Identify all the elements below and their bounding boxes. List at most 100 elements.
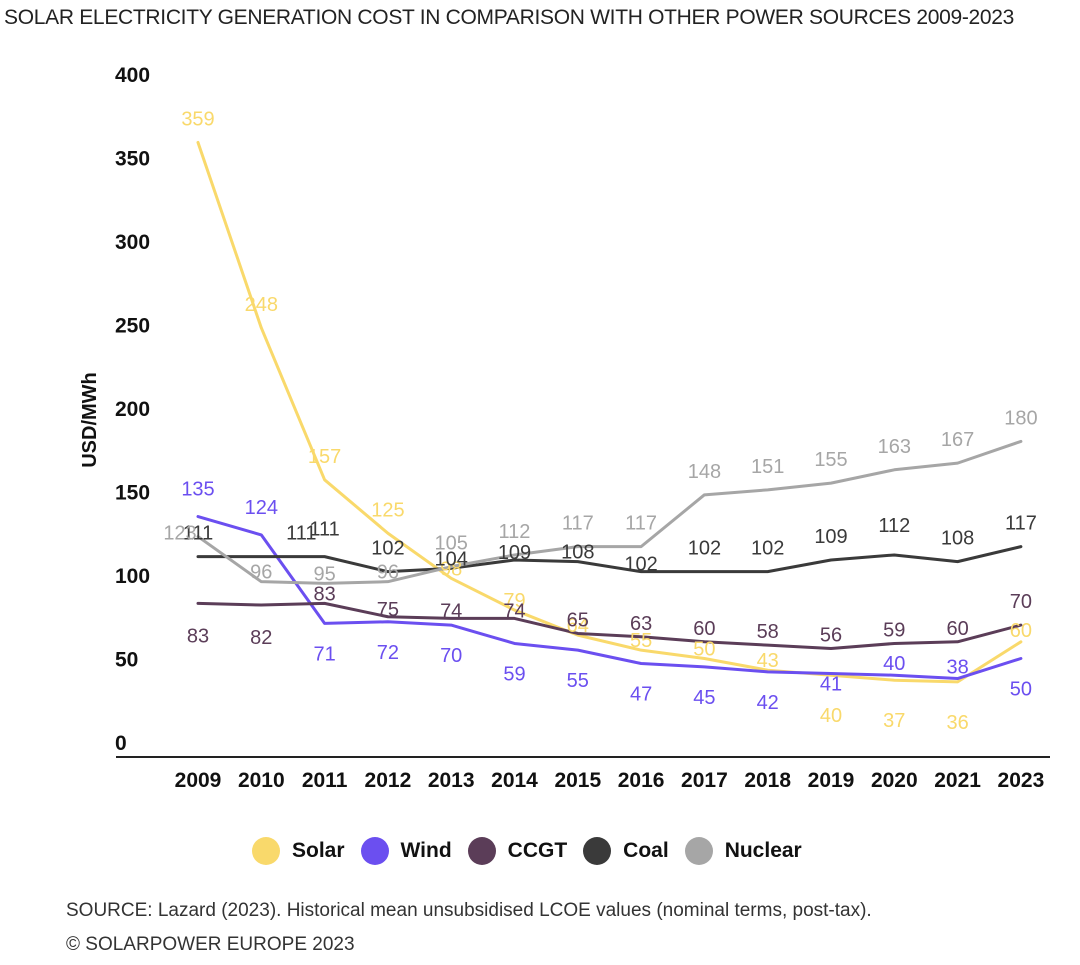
line-chart: 0 50 100 150 200 250 300 350 400 2009 2010 2011 201… xyxy=(79,64,1050,792)
data-label-wind: 135 xyxy=(181,479,214,501)
data-label-ccgt: 70 xyxy=(1010,591,1032,613)
x-tick-label: 2010 xyxy=(238,769,285,792)
data-label-wind: 50 xyxy=(1010,679,1032,701)
y-tick-label: 350 xyxy=(115,148,150,171)
data-label-wind: 41 xyxy=(820,674,842,696)
legend-label: Solar xyxy=(292,839,345,862)
x-axis-ticks: 2009 2010 2011 2012 2013 2014 2015 2016 2017 2018… xyxy=(175,769,1045,792)
data-label-solar: 157 xyxy=(308,446,341,468)
data-label-solar: 60 xyxy=(1010,620,1032,642)
legend-label: Nuclear xyxy=(724,839,802,862)
data-label-nuclear: 151 xyxy=(751,456,784,478)
data-label-coal: 104 xyxy=(435,548,468,570)
data-label-nuclear: 96 xyxy=(250,562,272,584)
data-label-ccgt: 75 xyxy=(377,599,399,621)
x-tick-label: 2011 xyxy=(302,769,348,792)
data-label-solar: 43 xyxy=(757,650,779,672)
chart-title: SOLAR ELECTRICITY GENERATION COST IN COM… xyxy=(4,6,1015,29)
data-label-solar: 125 xyxy=(371,499,404,521)
data-label-solar: 98 xyxy=(440,558,462,580)
data-label-coal: 111 xyxy=(309,519,339,541)
data-label-ccgt: 74 xyxy=(440,600,462,622)
data-label-wind: 47 xyxy=(630,684,652,706)
x-tick-label: 2014 xyxy=(491,769,538,792)
data-label-coal: 117 xyxy=(1005,513,1037,535)
series-line-coal xyxy=(196,545,1023,574)
data-label-nuclear: 123 xyxy=(163,523,196,545)
data-label-nuclear: 148 xyxy=(688,461,721,483)
data-label-ccgt: 60 xyxy=(693,618,715,640)
y-tick-label: 250 xyxy=(115,315,150,338)
data-label-nuclear: 167 xyxy=(941,429,974,451)
x-tick-label: 2009 xyxy=(175,769,222,792)
data-label-coal: 102 xyxy=(751,538,784,560)
x-tick-label: 2019 xyxy=(808,769,855,792)
data-labels: 359 248 157 125 98 79 64 55 50 43 40 37 36 60 135 124 71… xyxy=(163,108,1037,733)
data-label-wind: 72 xyxy=(377,642,399,664)
data-label-nuclear: 96 xyxy=(377,562,399,584)
series-line-wind xyxy=(196,515,1023,681)
x-tick-label: 2021 xyxy=(934,769,981,792)
data-label-nuclear: 95 xyxy=(313,563,335,585)
data-label-solar: 64 xyxy=(567,615,589,637)
y-tick-label: 200 xyxy=(115,398,150,421)
data-label-ccgt: 83 xyxy=(313,583,335,605)
data-label-coal: 102 xyxy=(371,538,404,560)
data-label-nuclear: 117 xyxy=(625,513,657,535)
data-label-coal: 108 xyxy=(941,528,974,550)
data-label-coal: 108 xyxy=(561,542,594,564)
data-label-coal: 109 xyxy=(814,526,847,548)
x-tick-label: 2023 xyxy=(998,769,1045,792)
legend-swatch xyxy=(252,837,280,865)
series-lines xyxy=(196,140,1023,684)
data-label-ccgt: 83 xyxy=(187,625,209,647)
legend-item-solar: Solar xyxy=(252,837,345,865)
data-label-solar: 50 xyxy=(693,639,715,661)
data-label-ccgt: 63 xyxy=(630,613,652,635)
data-label-coal: 109 xyxy=(498,542,531,564)
legend-swatch xyxy=(360,837,389,865)
legend-item-wind: Wind xyxy=(360,837,452,865)
data-label-wind: 45 xyxy=(693,687,715,709)
series-line-ccgt xyxy=(196,601,1023,650)
data-label-nuclear: 112 xyxy=(499,521,531,543)
legend-label: CCGT xyxy=(507,839,568,862)
data-label-nuclear: 117 xyxy=(562,513,594,535)
data-label-nuclear: 155 xyxy=(814,449,847,471)
legend-label: Wind xyxy=(400,839,452,862)
data-label-coal: 111 xyxy=(286,523,316,545)
data-label-wind: 42 xyxy=(757,692,779,714)
legend-swatch xyxy=(467,837,496,865)
x-tick-label: 2020 xyxy=(871,769,918,792)
data-label-wind: 71 xyxy=(313,643,335,665)
data-label-solar: 36 xyxy=(946,712,968,734)
data-label-wind: 59 xyxy=(503,663,525,685)
copyright-note: © SOLARPOWER EUROPE 2023 xyxy=(66,934,355,955)
data-label-solar: 37 xyxy=(883,710,905,732)
x-tick-label: 2015 xyxy=(554,769,601,792)
x-tick-label: 2016 xyxy=(618,769,665,792)
x-tick-label: 2013 xyxy=(428,769,475,792)
data-label-solar: 40 xyxy=(820,705,842,727)
data-label-solar: 79 xyxy=(503,590,525,612)
data-label-coal: 111 xyxy=(183,523,213,545)
legend-label: Coal xyxy=(623,839,669,862)
y-axis-ticks: 0 50 100 150 200 250 300 350 400 xyxy=(115,64,150,755)
y-tick-label: 300 xyxy=(115,231,150,254)
y-axis-label: USD/MWh xyxy=(79,372,101,468)
x-tick-label: 2012 xyxy=(365,769,412,792)
data-label-solar: 248 xyxy=(245,294,278,316)
data-label-wind: 55 xyxy=(567,670,589,692)
series-line-solar xyxy=(196,140,1023,684)
data-label-wind: 70 xyxy=(440,645,462,667)
legend: Solar Wind CCGT Coal Nuclear xyxy=(252,837,818,865)
data-label-wind: 40 xyxy=(883,653,905,675)
data-label-wind: 38 xyxy=(946,657,968,679)
data-label-ccgt: 59 xyxy=(883,619,905,641)
data-label-nuclear: 163 xyxy=(878,436,911,458)
source-note: SOURCE: Lazard (2023). Historical mean u… xyxy=(66,900,872,921)
legend-item-ccgt: CCGT xyxy=(467,837,568,865)
data-label-coal: 112 xyxy=(878,515,910,537)
data-label-ccgt: 60 xyxy=(946,618,968,640)
data-label-nuclear: 180 xyxy=(1004,407,1037,429)
